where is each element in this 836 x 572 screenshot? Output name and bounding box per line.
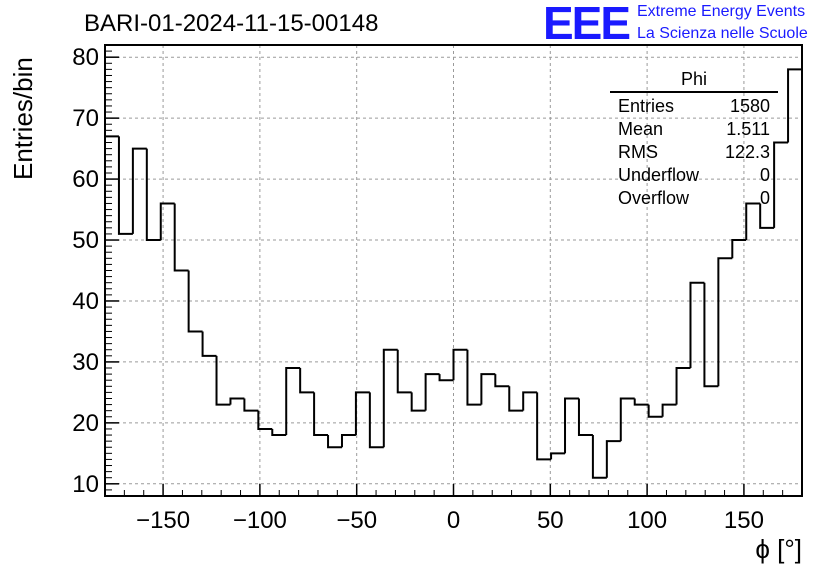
histogram-bin xyxy=(745,202,761,241)
histogram-bin xyxy=(787,68,803,496)
y-tick-label: 30 xyxy=(72,349,99,376)
histogram-bin xyxy=(452,348,468,381)
histogram-bin xyxy=(438,374,454,382)
stats-label: Underflow xyxy=(618,165,700,185)
histogram-bin xyxy=(104,135,119,496)
y-tick-label: 20 xyxy=(72,410,99,437)
histogram-bin xyxy=(661,403,677,417)
histogram-bin xyxy=(396,349,412,394)
y-tick-label: 50 xyxy=(72,227,99,254)
histogram-bin xyxy=(424,373,440,411)
histogram-bin xyxy=(703,282,719,388)
stats-value: 1.511 xyxy=(726,119,770,139)
histogram-bin xyxy=(731,239,747,259)
histogram-bin xyxy=(522,391,538,411)
tick-labels: −150 −100 −50 0 50 100 150 10 20 30 40 50 60 70 80 xyxy=(72,44,764,534)
x-axis-label: ϕ [°] xyxy=(755,534,802,564)
x-tick-label: 50 xyxy=(537,507,564,534)
histogram-bin xyxy=(354,391,370,436)
histogram-bin xyxy=(675,367,691,405)
stats-label: Entries xyxy=(618,96,675,116)
y-tick-label: 40 xyxy=(72,288,99,315)
stats-row: Overflow 0 xyxy=(610,187,778,210)
y-tick-label: 60 xyxy=(72,166,99,193)
stats-value: 0 xyxy=(759,165,770,185)
histogram-bin xyxy=(536,392,552,461)
histogram-bin xyxy=(285,367,301,436)
chart-title: BARI-01-2024-11-15-00148 xyxy=(84,10,379,37)
y-tick-label: 10 xyxy=(72,471,99,498)
x-tick-label: 0 xyxy=(447,507,460,534)
histogram-bin xyxy=(773,141,789,228)
x-tick-label: −100 xyxy=(233,507,287,534)
histogram-bin xyxy=(550,452,566,460)
histogram-bin xyxy=(480,373,496,405)
histogram-bin xyxy=(759,203,775,229)
histogram-bin xyxy=(410,392,426,412)
x-tick-label: 100 xyxy=(627,507,667,534)
logo-line-2: La Scienza nelle Scuole xyxy=(637,25,808,42)
x-tick-label: −150 xyxy=(136,507,190,534)
histogram-bin xyxy=(131,147,147,234)
stats-value: 0 xyxy=(759,188,770,208)
histogram-bin xyxy=(466,349,482,406)
stats-label: RMS xyxy=(618,142,658,162)
grid-lines xyxy=(105,45,802,496)
histogram-bin xyxy=(271,428,287,437)
histogram-bin xyxy=(201,331,217,357)
stats-label: Mean xyxy=(618,119,664,139)
axis-ticks xyxy=(104,50,803,496)
histogram-bin xyxy=(591,435,607,479)
histogram-bin xyxy=(633,398,649,406)
stats-name: Phi xyxy=(610,69,778,93)
histogram-bin xyxy=(243,398,259,412)
histogram-bin xyxy=(368,392,384,449)
histogram-bin xyxy=(689,281,705,369)
stats-value: 1580 xyxy=(729,96,770,116)
histogram-bin xyxy=(117,136,133,235)
histogram-bin xyxy=(145,148,161,242)
stats-row: Entries 1580 xyxy=(610,95,778,118)
histogram-bin xyxy=(605,440,621,478)
logo-line-1: Extreme Energy Events xyxy=(637,3,806,20)
histogram-bin xyxy=(257,410,273,430)
histogram-bin xyxy=(382,348,398,448)
histogram-bin xyxy=(299,368,315,394)
y-axis-label: Entries/bin xyxy=(8,57,38,180)
histogram-bin xyxy=(577,398,593,437)
histogram-bin xyxy=(717,257,733,387)
stats-box: Phi Entries 1580 Mean 1.511 RMS 122.3 Under… xyxy=(610,69,778,210)
stats-label: Overflow xyxy=(618,188,690,208)
x-tick-label: 150 xyxy=(724,507,764,534)
histogram-bin xyxy=(564,397,579,454)
histogram-bin xyxy=(619,397,635,442)
eee-logo: EEE xyxy=(543,0,631,49)
histogram-bin xyxy=(313,392,329,437)
histogram-bin xyxy=(647,404,663,418)
histogram-bin xyxy=(187,270,203,333)
x-tick-label: −50 xyxy=(336,507,377,534)
histogram-bin xyxy=(508,386,524,412)
stats-row: Underflow 0 xyxy=(610,164,778,187)
histogram-bin xyxy=(229,397,245,405)
stats-row: Mean 1.511 xyxy=(610,118,778,141)
stats-value: 122.3 xyxy=(724,142,770,162)
histogram-bin xyxy=(327,435,342,449)
histogram-bin xyxy=(494,374,510,388)
y-tick-label: 80 xyxy=(72,44,99,71)
histogram-bin xyxy=(173,203,189,272)
histogram-bin xyxy=(159,202,175,241)
histogram-bin xyxy=(340,434,356,448)
stats-row: RMS 122.3 xyxy=(610,141,778,164)
y-tick-label: 70 xyxy=(72,105,99,132)
histogram-bin xyxy=(215,355,231,406)
